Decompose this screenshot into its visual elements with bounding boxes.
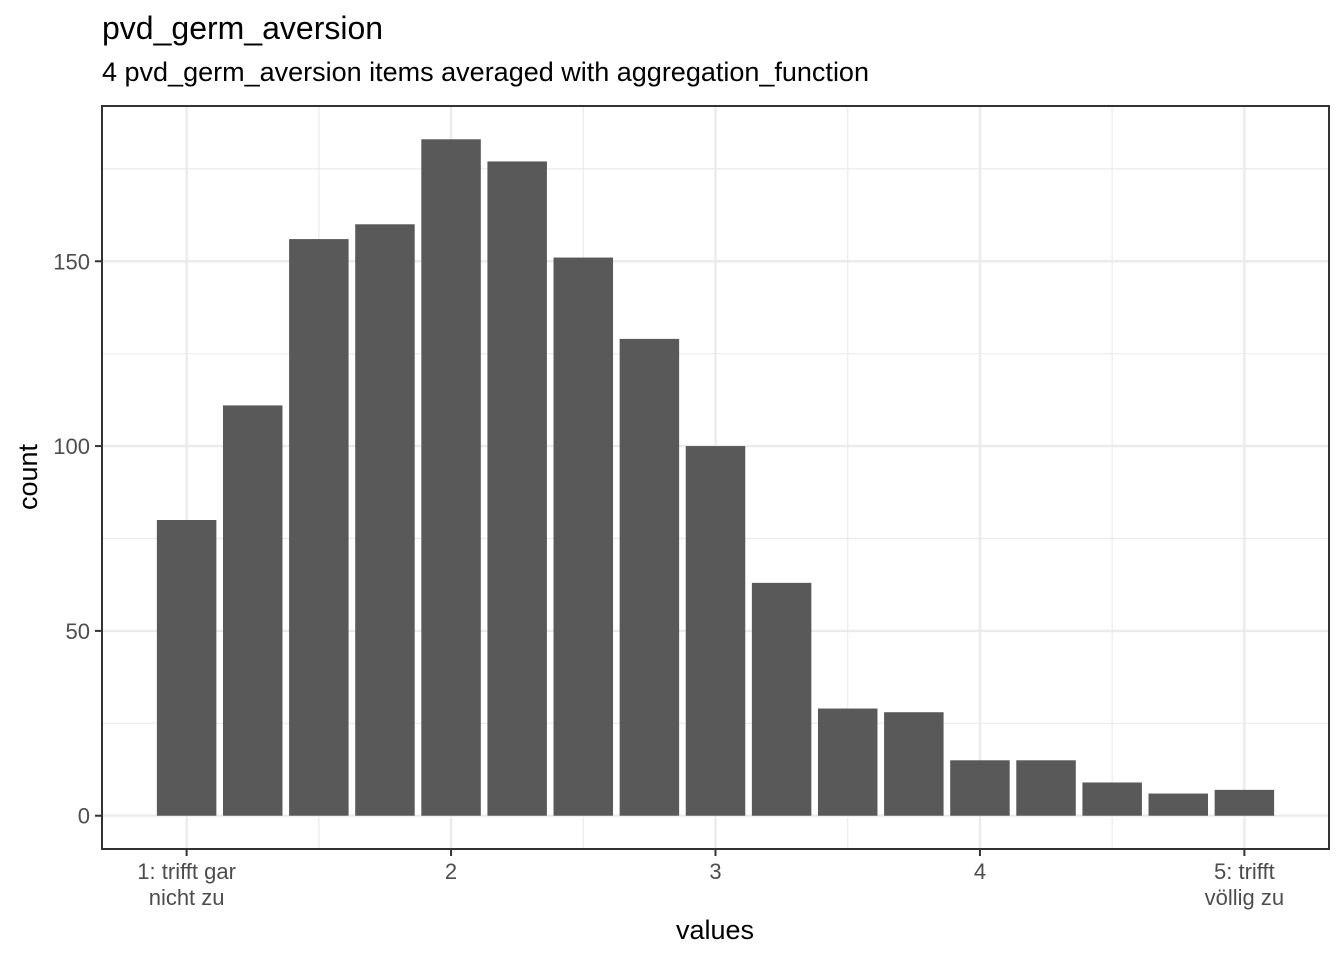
y-tick-label: 50: [66, 619, 90, 644]
bar: [884, 712, 944, 816]
bar: [685, 446, 746, 816]
x-tick-label: 1: trifft gar nicht zu: [137, 859, 236, 910]
bar: [1016, 760, 1076, 816]
bar: [222, 405, 283, 816]
bar: [421, 139, 481, 816]
y-tick-label: 0: [78, 804, 90, 829]
bar: [553, 257, 614, 816]
bar: [1082, 782, 1142, 816]
y-axis-title: count: [13, 443, 43, 510]
bar: [289, 239, 349, 816]
bar: [355, 224, 415, 816]
bar: [817, 708, 878, 816]
chart-subtitle: 4 pvd_germ_aversion items averaged with …: [102, 57, 869, 87]
bar: [487, 161, 547, 816]
chart-title: pvd_germ_aversion: [102, 10, 384, 46]
x-tick-label: 3: [709, 859, 721, 884]
bar: [1148, 793, 1209, 816]
bar: [751, 582, 812, 816]
x-tick-label: 5: trifft völlig zu: [1205, 859, 1284, 910]
bar: [950, 760, 1010, 816]
axis-ticks: 0 50 100 150 1: trifft gar nicht zu 2 3 4 5: trif…: [53, 249, 1284, 910]
bar: [156, 520, 217, 816]
bar: [1214, 789, 1275, 816]
bars: [156, 139, 1275, 816]
y-tick-label: 100: [53, 434, 90, 459]
y-tick-label: 150: [53, 249, 90, 274]
bar: [619, 338, 680, 816]
x-tick-label: 2: [445, 859, 457, 884]
x-axis-title: values: [676, 915, 754, 945]
x-tick-label: 4: [974, 859, 986, 884]
